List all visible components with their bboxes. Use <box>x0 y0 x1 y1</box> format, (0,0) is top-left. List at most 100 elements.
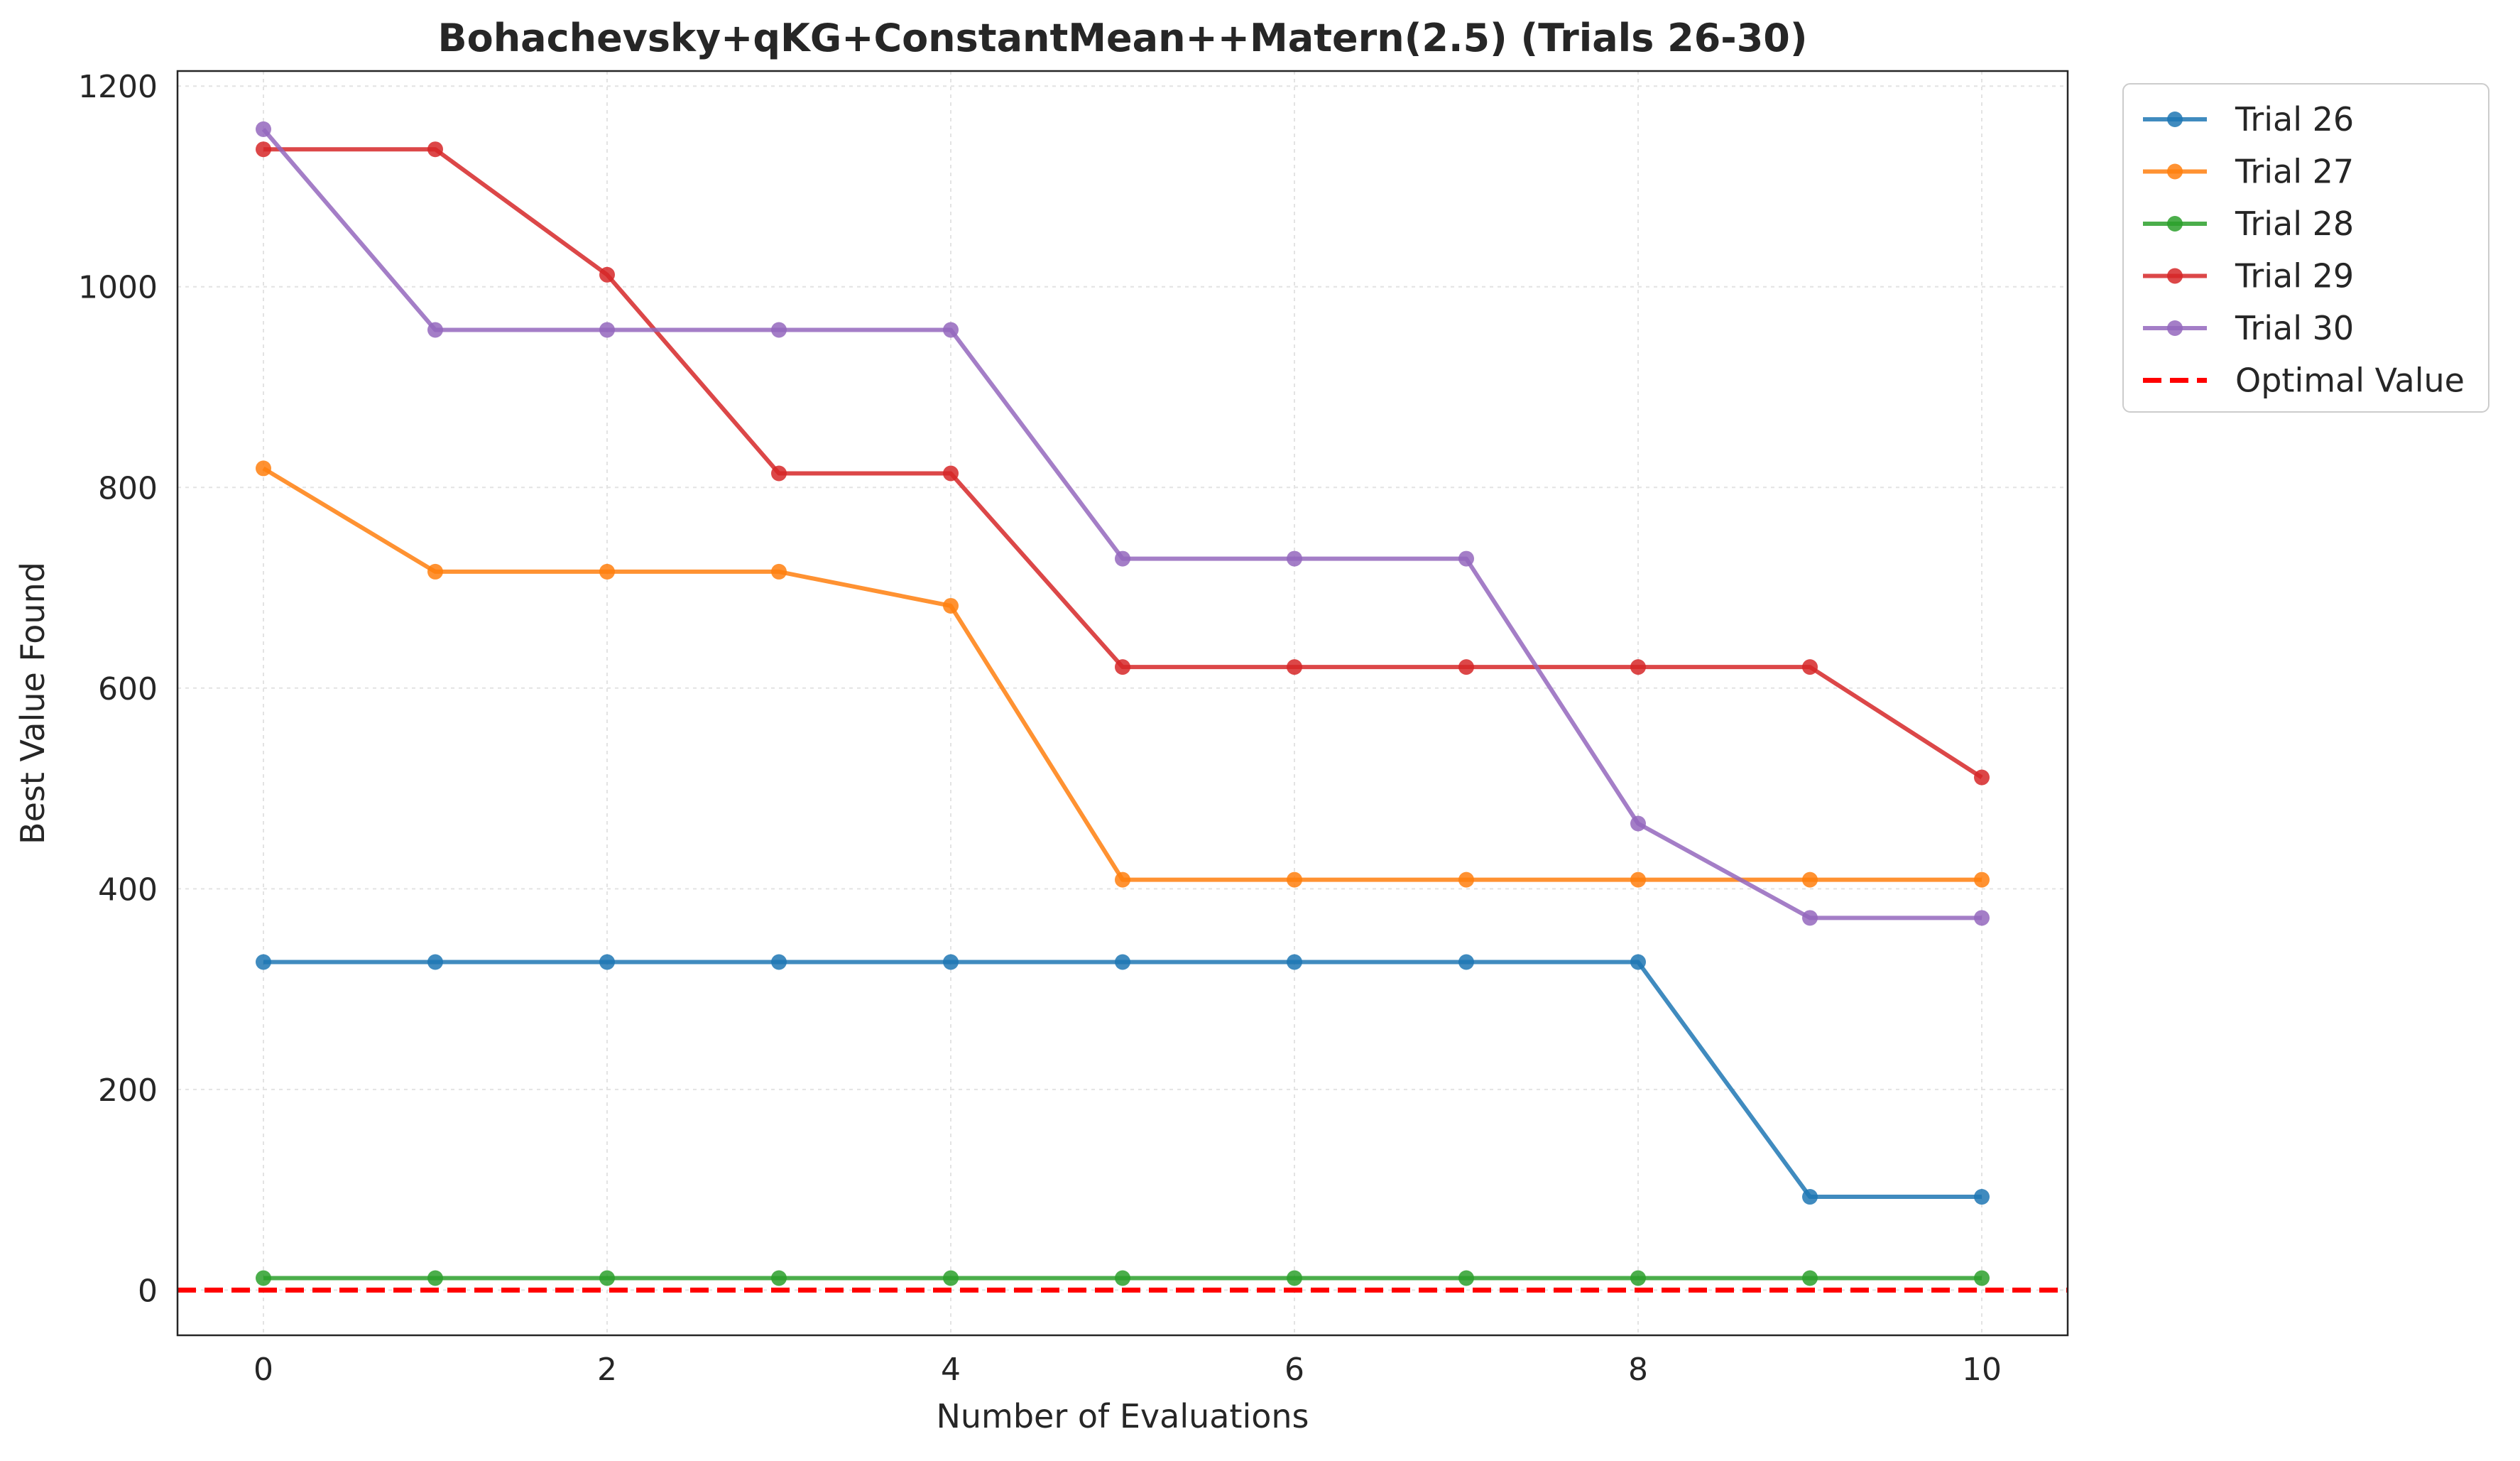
legend-box <box>2122 83 2489 413</box>
axis-ticks: 0 2 4 6 8 10 0 200 400 600 800 1000 1200 <box>78 69 2002 1388</box>
legend-marker <box>2167 112 2183 127</box>
legend-label: Trial 30 <box>2235 309 2354 347</box>
x-tick-label: 10 <box>1962 1352 2002 1388</box>
data-point <box>1630 659 1646 675</box>
data-point <box>1974 871 1990 888</box>
data-point <box>427 954 443 970</box>
series-layer <box>256 121 1990 1286</box>
y-tick-label: 400 <box>98 871 158 908</box>
data-point <box>599 954 615 970</box>
data-point <box>771 1270 787 1286</box>
data-point <box>1458 550 1474 567</box>
legend-marker <box>2167 268 2183 284</box>
data-point <box>599 1270 615 1286</box>
legend-item: Trial 26 <box>2143 100 2354 139</box>
data-point <box>943 465 959 482</box>
legend-item: Trial 28 <box>2143 205 2354 243</box>
series-trial-29 <box>256 141 1990 786</box>
legend-label: Optimal Value <box>2235 362 2465 400</box>
data-point <box>1287 550 1302 567</box>
series-trial-27 <box>256 460 1990 888</box>
legend: Trial 26 Trial 27 Trial 28 Trial 29 Trial 30… <box>2122 83 2489 413</box>
data-point <box>427 1270 443 1286</box>
data-point <box>1802 910 1818 926</box>
data-point <box>1974 769 1990 786</box>
data-point <box>256 141 271 158</box>
data-point <box>1630 954 1646 970</box>
data-point <box>943 954 959 970</box>
data-point <box>1115 550 1130 567</box>
data-point <box>1115 871 1130 888</box>
data-point <box>427 563 443 580</box>
data-point <box>1802 871 1818 888</box>
data-point <box>1974 1270 1990 1286</box>
data-point <box>599 322 615 338</box>
data-point <box>1287 1270 1302 1286</box>
data-point <box>1287 871 1302 888</box>
data-point <box>256 460 271 477</box>
y-tick-label: 1200 <box>78 69 158 105</box>
legend-label: Trial 26 <box>2235 100 2354 139</box>
y-tick-label: 0 <box>138 1273 158 1309</box>
x-tick-label: 6 <box>1284 1352 1304 1388</box>
x-tick-label: 4 <box>941 1352 961 1388</box>
data-point <box>1458 1270 1474 1286</box>
data-point <box>256 954 271 970</box>
x-tick-label: 2 <box>597 1352 617 1388</box>
legend-item: Trial 29 <box>2143 257 2354 295</box>
y-axis-label: Best Value Found <box>13 562 52 844</box>
x-tick-label: 0 <box>253 1352 273 1388</box>
legend-item: Trial 27 <box>2143 153 2354 191</box>
data-point <box>1974 910 1990 926</box>
legend-marker <box>2167 320 2183 336</box>
data-point <box>1630 1270 1646 1286</box>
legend-item: Optimal Value <box>2143 362 2465 400</box>
chart-title: Bohachevsky+qKG+ConstantMean++Matern(2.5… <box>437 16 1807 60</box>
data-point <box>1115 1270 1130 1286</box>
data-point <box>771 322 787 338</box>
data-point <box>427 141 443 158</box>
data-point <box>1802 1270 1818 1286</box>
data-point <box>599 266 615 283</box>
data-point <box>943 1270 959 1286</box>
series-trial-26 <box>256 954 1990 1205</box>
data-point <box>943 597 959 614</box>
legend-label: Trial 29 <box>2235 257 2354 295</box>
legend-item: Trial 30 <box>2143 309 2354 347</box>
x-tick-label: 8 <box>1628 1352 1648 1388</box>
legend-label: Trial 28 <box>2235 205 2354 243</box>
data-point <box>1630 871 1646 888</box>
data-point <box>1802 659 1818 675</box>
legend-marker <box>2167 163 2183 180</box>
y-tick-label: 1000 <box>78 270 158 306</box>
data-point <box>1630 815 1646 832</box>
plot-frame <box>176 70 2069 1337</box>
y-tick-label: 600 <box>98 671 158 707</box>
data-point <box>1974 1189 1990 1205</box>
y-tick-label: 800 <box>98 470 158 506</box>
data-point <box>1458 954 1474 970</box>
data-point <box>771 563 787 580</box>
y-tick-label: 200 <box>98 1072 158 1109</box>
data-point <box>1287 954 1302 970</box>
data-point <box>1287 659 1302 675</box>
data-point <box>1458 659 1474 675</box>
data-point <box>943 322 959 338</box>
series-trial-28 <box>256 1270 1990 1286</box>
data-point <box>427 322 443 338</box>
legend-marker <box>2167 216 2183 232</box>
series-trial-30 <box>256 121 1990 926</box>
data-point <box>1115 954 1130 970</box>
data-point <box>1458 871 1474 888</box>
data-point <box>256 1270 271 1286</box>
data-point <box>771 465 787 482</box>
data-point <box>256 121 271 137</box>
x-axis-label: Number of Evaluations <box>936 1397 1309 1435</box>
data-point <box>1802 1189 1818 1205</box>
legend-label: Trial 27 <box>2235 153 2354 191</box>
data-point <box>1115 659 1130 675</box>
data-point <box>771 954 787 970</box>
